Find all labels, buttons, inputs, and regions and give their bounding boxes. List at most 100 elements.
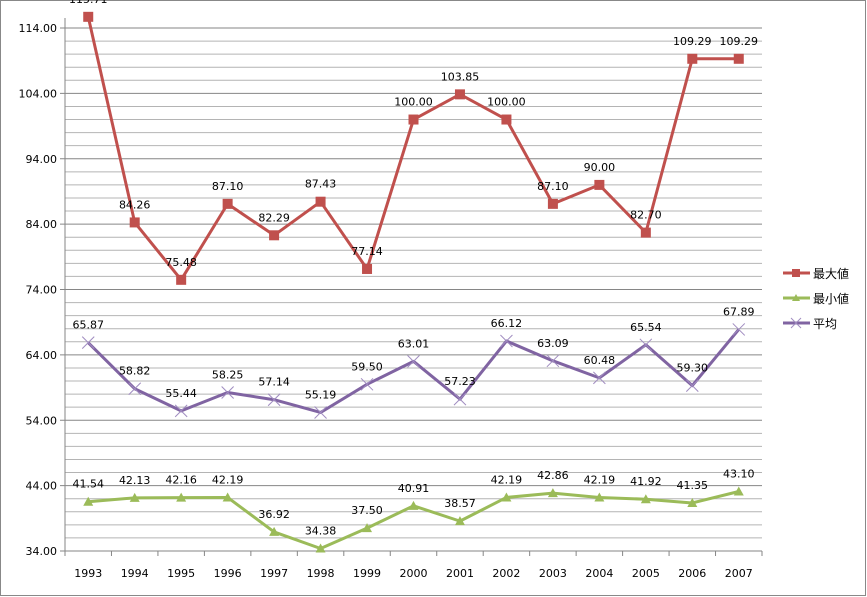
triangle-marker bbox=[687, 497, 698, 507]
data-label: 41.35 bbox=[677, 479, 709, 492]
x-marker bbox=[174, 404, 188, 418]
triangle-marker bbox=[129, 492, 140, 502]
data-label: 65.54 bbox=[630, 321, 662, 334]
data-label: 103.85 bbox=[441, 70, 480, 83]
axes: 34.00 44.00 54.00 64.00 74.00 84.00 94.00 104.0… bbox=[19, 18, 763, 580]
data-label: 55.19 bbox=[305, 388, 337, 401]
data-label: 37.50 bbox=[351, 504, 383, 517]
data-label: 100.00 bbox=[487, 96, 526, 109]
x-marker-stroke bbox=[314, 406, 327, 419]
square-marker bbox=[222, 198, 233, 209]
square-marker bbox=[687, 53, 698, 64]
square-marker bbox=[269, 230, 280, 241]
square-marker bbox=[733, 53, 744, 64]
data-label: 42.86 bbox=[537, 469, 569, 482]
data-label: 84.26 bbox=[119, 198, 151, 211]
y-tick-label: 114.00 bbox=[19, 22, 58, 35]
x-marker-stroke bbox=[128, 382, 142, 396]
triangle-marker bbox=[362, 523, 373, 533]
legend-item: 平均 bbox=[783, 317, 837, 331]
x-marker bbox=[639, 338, 653, 352]
data-label: 57.14 bbox=[258, 376, 290, 389]
square-marker bbox=[408, 114, 419, 125]
y-tick-label: 34.00 bbox=[26, 545, 58, 558]
data-label: 59.30 bbox=[677, 362, 709, 375]
y-tick-label: 104.00 bbox=[19, 87, 58, 100]
x-marker-stroke bbox=[221, 386, 234, 399]
x-tick-label: 2000 bbox=[400, 567, 428, 580]
square-marker bbox=[176, 274, 187, 285]
data-label: 63.09 bbox=[537, 337, 569, 350]
x-marker-stroke bbox=[790, 317, 802, 329]
data-label: 42.19 bbox=[584, 473, 616, 486]
x-tick-label: 1997 bbox=[260, 567, 288, 580]
legend-label: 最大値 bbox=[813, 266, 849, 281]
triangle-marker bbox=[547, 488, 558, 498]
triangle-marker bbox=[501, 492, 512, 502]
data-label: 82.29 bbox=[258, 211, 290, 224]
gridlines bbox=[65, 27, 762, 539]
x-tick-label: 2007 bbox=[725, 567, 753, 580]
y-tick-label: 74.00 bbox=[26, 284, 58, 297]
x-marker-stroke bbox=[546, 354, 560, 368]
data-label: 41.54 bbox=[72, 478, 104, 491]
square-marker bbox=[501, 114, 512, 125]
x-marker bbox=[221, 386, 234, 399]
data-label: 60.48 bbox=[584, 354, 616, 367]
data-label: 43.10 bbox=[723, 468, 755, 481]
triangle-marker bbox=[176, 492, 187, 502]
square-marker bbox=[454, 89, 465, 100]
series-square: 115.71 84.26 75.48 87.10 82.29 87.43 77.14 100.… bbox=[69, 0, 758, 285]
y-tick-label: 64.00 bbox=[26, 349, 58, 362]
square-marker bbox=[594, 179, 605, 190]
data-label: 42.16 bbox=[165, 474, 197, 487]
data-label: 41.92 bbox=[630, 475, 662, 488]
x-marker-stroke bbox=[81, 336, 95, 350]
triangle-marker bbox=[640, 494, 651, 504]
x-marker bbox=[267, 393, 281, 407]
triangle-marker bbox=[83, 496, 94, 506]
square-marker bbox=[792, 269, 800, 277]
series-x: 65.87 58.82 55.44 58.25 57.14 55.19 59.50 63.01… bbox=[72, 305, 755, 419]
x-marker bbox=[732, 323, 746, 336]
x-tick-label: 2006 bbox=[678, 567, 706, 580]
x-tick-label: 1995 bbox=[167, 567, 195, 580]
triangle-marker bbox=[269, 526, 280, 536]
data-label: 87.10 bbox=[537, 180, 569, 193]
data-label: 58.25 bbox=[212, 368, 244, 381]
series-triangle: 41.54 42.13 42.16 42.19 36.92 34.38 37.50 40.91… bbox=[72, 468, 755, 553]
data-label: 57.23 bbox=[444, 375, 476, 388]
data-label: 75.48 bbox=[165, 256, 197, 269]
x-marker bbox=[685, 379, 699, 392]
x-tick-label: 2003 bbox=[539, 567, 567, 580]
x-marker bbox=[407, 354, 420, 368]
data-label: 63.01 bbox=[398, 337, 430, 350]
triangle-marker bbox=[594, 492, 605, 502]
square-marker bbox=[315, 196, 326, 207]
data-label: 42.19 bbox=[212, 473, 244, 486]
x-marker-stroke bbox=[407, 354, 420, 368]
data-label: 55.44 bbox=[165, 387, 197, 400]
data-label: 67.89 bbox=[723, 305, 755, 318]
x-tick-label: 1993 bbox=[74, 567, 102, 580]
x-tick-label: 1994 bbox=[121, 567, 149, 580]
triangle-marker bbox=[315, 543, 326, 553]
x-marker-stroke bbox=[639, 338, 653, 352]
legend-item: 最小値 bbox=[783, 291, 849, 306]
y-tick-label: 54.00 bbox=[26, 414, 58, 427]
x-tick-label: 1996 bbox=[214, 567, 242, 580]
x-tick-label: 2001 bbox=[446, 567, 474, 580]
data-label: 65.87 bbox=[72, 319, 104, 332]
x-tick-label: 2004 bbox=[585, 567, 613, 580]
square-marker bbox=[640, 227, 651, 238]
data-label: 109.29 bbox=[673, 35, 712, 48]
x-marker-stroke bbox=[174, 404, 188, 418]
data-label: 66.12 bbox=[491, 317, 523, 330]
x-marker-stroke bbox=[453, 392, 467, 406]
data-label: 100.00 bbox=[394, 96, 433, 109]
data-label: 59.50 bbox=[351, 360, 383, 373]
series-group: 115.71 84.26 75.48 87.10 82.29 87.43 77.14 100.… bbox=[69, 0, 758, 553]
